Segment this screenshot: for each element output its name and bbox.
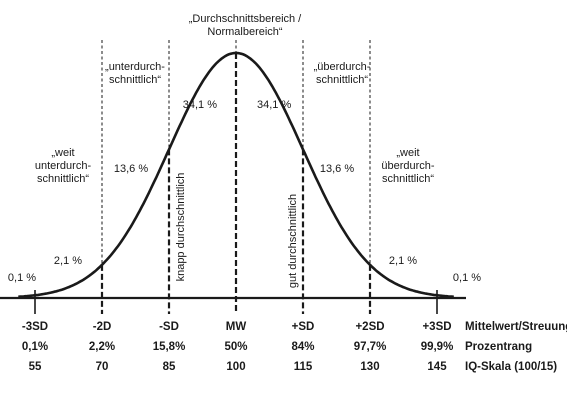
region-label-above: schnittlich“: [316, 74, 368, 86]
segment-percentage-label: 2,1 %: [54, 255, 82, 267]
table-cell: -3SD: [22, 321, 48, 333]
region-label-below: „unterdurch-: [105, 61, 165, 73]
table-cell: 2,2%: [89, 341, 115, 353]
table-cell: -2D: [93, 321, 112, 333]
region-label-far-below: schnittlich“: [37, 173, 89, 185]
table-row-label: Prozentrang: [465, 341, 532, 353]
table-cell: +2SD: [355, 321, 384, 333]
table-cell: 99,9%: [421, 341, 454, 353]
region-label-far-above: „weit: [396, 147, 419, 159]
table-cell: 97,7%: [354, 341, 387, 353]
table-cell: 130: [360, 361, 379, 373]
lines-layer: [34, 40, 438, 314]
segment-percentage-label: 13,6 %: [114, 163, 148, 175]
table-cell: 84%: [291, 341, 314, 353]
region-label-far-below: unterdurch-: [35, 160, 92, 172]
vertical-label-left: knapp durchschnittlich: [175, 173, 187, 282]
table-cell: MW: [226, 321, 247, 333]
region-label-far-above: überdurch-: [381, 160, 435, 172]
segment-percentage-label: 0,1 %: [453, 272, 481, 284]
labels-layer: 0,1 % 2,1 % 13,6 % 34,1 % 34,1 % 13,6 % 2,1 % 0…: [8, 13, 481, 288]
table-cell: 50%: [224, 341, 247, 353]
segment-percentage-label: 34,1 %: [183, 99, 217, 111]
region-label-far-below: „weit: [51, 147, 74, 159]
table-cell: 145: [427, 361, 447, 373]
region-label-far-above: schnittlich“: [382, 173, 434, 185]
table-row-label: Mittelwert/Streuung: [465, 321, 567, 333]
table-cell: 55: [29, 361, 42, 373]
segment-percentage-label: 2,1 %: [389, 255, 417, 267]
table-cell: +3SD: [422, 321, 451, 333]
table-cell: 85: [163, 361, 176, 373]
table-layer: -3SD -2D -SD MW +SD +2SD +3SD 0,1% 2,2% 15,8% 50% 8…: [22, 321, 567, 373]
segment-percentage-label: 34,1 %: [257, 99, 291, 111]
segment-percentage-label: 0,1 %: [8, 272, 36, 284]
table-cell: 70: [96, 361, 109, 373]
table-cell: +SD: [292, 321, 315, 333]
table-cell: 0,1%: [22, 341, 48, 353]
vertical-label-right: gut durchschnittlich: [287, 194, 299, 288]
region-label-below: schnittlich“: [109, 74, 161, 86]
table-row-label: IQ-Skala (100/15): [465, 361, 557, 373]
region-label-center: Normalbereich“: [207, 26, 283, 38]
table-cell: 15,8%: [153, 341, 186, 353]
table-cell: 115: [294, 361, 313, 373]
region-label-center: „Durchschnittsbereich /: [189, 13, 302, 25]
bell-curve: [18, 51, 454, 299]
table-cell: 100: [226, 361, 245, 373]
region-label-above: „überdurch-: [314, 61, 371, 73]
table-cell: -SD: [159, 321, 179, 333]
segment-percentage-label: 13,6 %: [320, 163, 354, 175]
